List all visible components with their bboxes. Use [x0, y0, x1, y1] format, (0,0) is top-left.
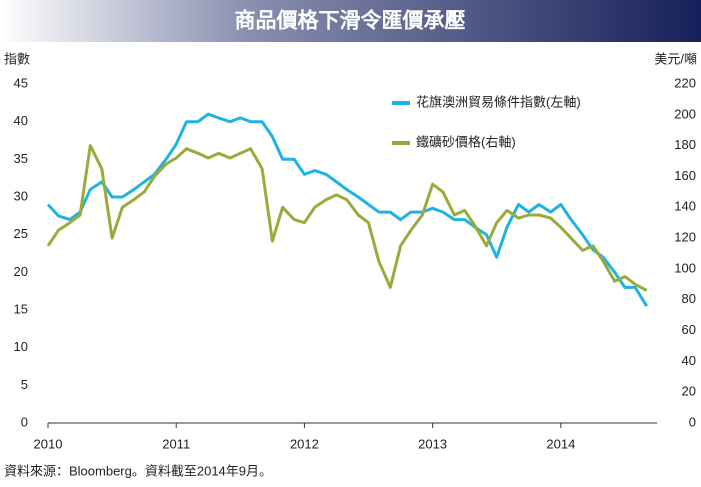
- x-tick-label: 2013: [418, 436, 447, 451]
- y2-tick-label: 60: [682, 322, 696, 337]
- y2-tick-label: 220: [674, 75, 696, 90]
- y-tick-label: 25: [14, 226, 28, 241]
- y-axis-label: 指數: [4, 51, 30, 66]
- y2-tick-label: 0: [689, 414, 696, 429]
- y-tick-label: 35: [14, 151, 28, 166]
- y-tick-label: 5: [21, 377, 28, 392]
- y2-tick-label: 100: [674, 260, 696, 275]
- y-tick-label: 20: [14, 264, 28, 279]
- y-tick-label: 15: [14, 301, 28, 316]
- y2-tick-label: 180: [674, 137, 696, 152]
- y-tick-label: 0: [21, 414, 28, 429]
- y2-tick-label: 200: [674, 106, 696, 121]
- y2-tick-label: 80: [682, 291, 696, 306]
- line-series: [46, 112, 648, 307]
- y-tick-label: 10: [14, 339, 28, 354]
- y2-tick-label: 160: [674, 168, 696, 183]
- title-banner: [0, 0, 701, 42]
- legend-label: 鐵礦砂價格(右軸): [416, 134, 516, 149]
- x-tick-label: 2011: [162, 436, 190, 451]
- y2-tick-label: 20: [682, 384, 696, 399]
- legend-label: 花旗澳洲貿易條件指數(左軸): [416, 94, 581, 109]
- x-tick-label: 2014: [546, 436, 575, 451]
- y2-tick-label: 120: [674, 230, 696, 245]
- y-tick-label: 40: [14, 113, 28, 128]
- y2-tick-label: 140: [674, 199, 696, 214]
- chart-title: 商品價格下滑令匯價承壓: [235, 9, 466, 33]
- x-tick-label: 2012: [290, 436, 319, 451]
- y2-tick-label: 40: [682, 353, 696, 368]
- y-tick-label: 45: [14, 75, 28, 90]
- line-series: [46, 144, 648, 292]
- y-tick-label: 30: [14, 188, 28, 203]
- x-tick-label: 2010: [34, 436, 63, 451]
- y2-axis-label: 美元/噸: [654, 51, 697, 66]
- source-note: 資料來源：Bloomberg。資料截至2014年9月。: [4, 463, 272, 478]
